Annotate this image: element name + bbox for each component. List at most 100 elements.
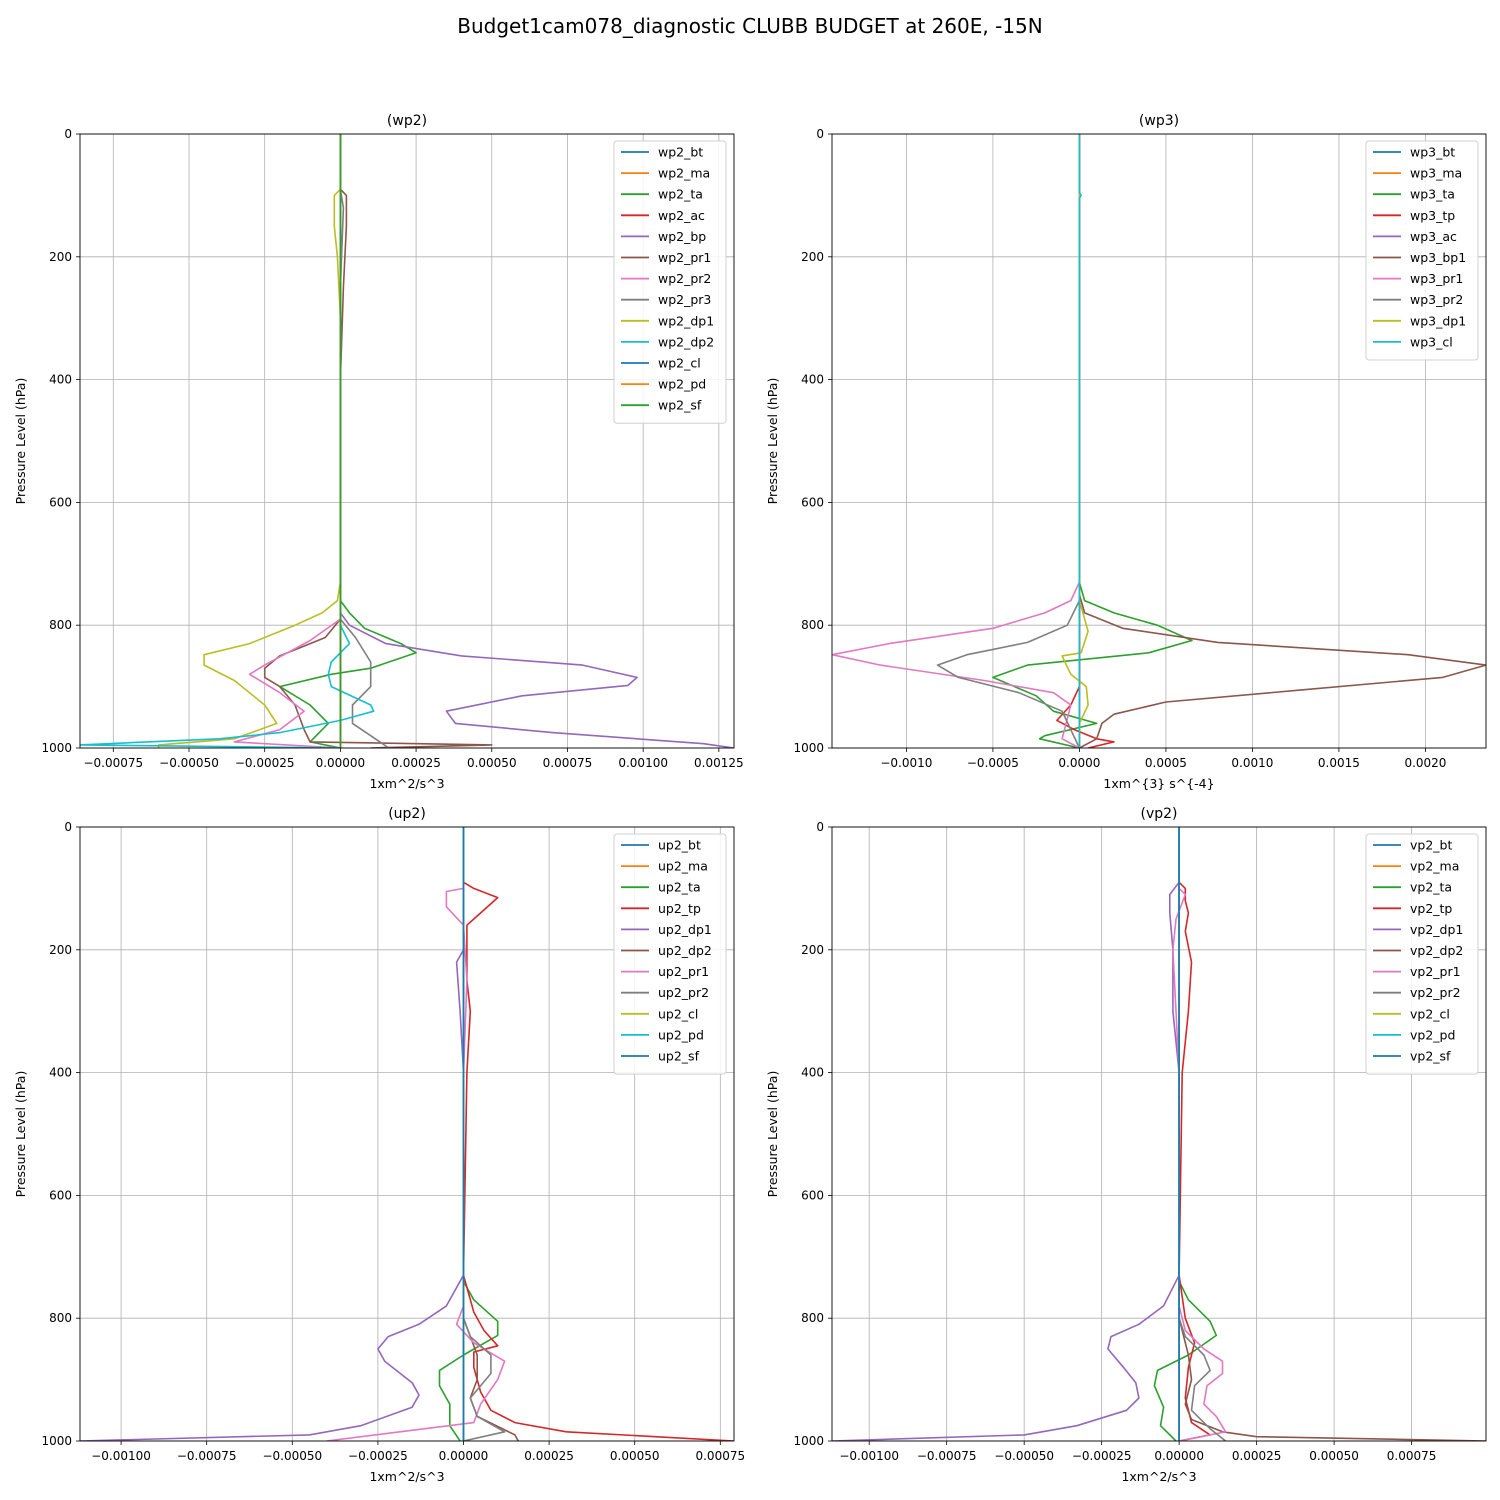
y-tick-label: 400 [801,373,824,387]
x-tick-label: −0.00075 [177,1449,237,1463]
series-line-wp3_cl [1078,134,1082,748]
legend-label: wp3_cl [1410,334,1453,349]
legend-label: vp2_pr2 [1410,985,1461,1000]
panel-title: (wp3) [1139,113,1179,129]
series-line-up2_pr2 [462,827,506,1441]
x-tick-label: 0.00100 [618,756,668,770]
x-tick-label: 0.00050 [1309,1449,1359,1463]
legend-box [613,140,727,424]
y-tick-label: 0 [64,820,72,834]
x-tick-label: 0.0020 [1404,756,1446,770]
x-tick-label: −0.0005 [967,756,1019,770]
series-line-wp2_pr2 [233,134,342,748]
x-tick-label: −0.0010 [880,756,932,770]
x-tick-label: 0.00125 [694,756,744,770]
legend-box [1365,140,1479,361]
legend-label: wp2_pr3 [658,292,711,307]
x-tick-label: 0.00075 [1387,1449,1437,1463]
legend-label: wp3_tp [1410,208,1455,223]
series-group [80,827,734,1441]
legend-label: up2_dp1 [658,922,712,937]
x-tick-label: 0.00025 [524,1449,574,1463]
y-tick-label: 200 [801,943,824,957]
legend-label: up2_ta [658,880,701,895]
series-line-up2_dp1 [80,827,465,1441]
x-tick-label: 0.00050 [467,756,517,770]
series-line-up2_tp [462,827,734,1441]
x-axis-label: 1xm^2/s^3 [369,1469,444,1484]
x-tick-label: 0.00025 [1232,1449,1282,1463]
legend-label: up2_pr2 [658,985,709,1000]
legend-label: wp2_pr1 [658,250,711,265]
y-tick-label: 400 [49,1066,72,1080]
legend-label: up2_ma [658,859,708,874]
y-tick-label: 200 [49,250,72,264]
x-tick-label: −0.00025 [235,756,295,770]
legend-label: wp2_pr2 [658,271,711,286]
figure-title: Budget1cam078_diagnostic CLUBB BUDGET at… [457,14,1043,38]
legend-label: wp3_bt [1410,145,1455,160]
x-tick-label: −0.00025 [1072,1449,1132,1463]
x-tick-label: −0.00050 [159,756,219,770]
x-axis-label: 1xm^{3} s^{-4} [1103,776,1214,791]
series-line-wp3_dp1 [1061,134,1089,748]
y-tick-label: 1000 [41,1434,72,1448]
panel-title: (vp2) [1140,806,1177,822]
x-tick-label: 0.00075 [695,1449,745,1463]
legend-label: wp3_ta [1410,187,1455,202]
legend-label: up2_dp2 [658,943,712,958]
y-tick-label: 800 [801,618,824,632]
y-tick-label: 400 [801,1066,824,1080]
series-line-up2_pr1 [326,827,506,1441]
y-tick-label: 0 [816,127,824,141]
legend-label: wp3_ac [1410,229,1457,244]
axes-frame [831,826,1487,1442]
y-tick-label: 400 [49,373,72,387]
legend-label: vp2_bt [1410,838,1452,853]
legend-label: up2_pd [658,1027,704,1042]
series-line-wp2_dp1 [157,134,342,748]
legend-label: up2_bt [658,838,701,853]
x-tick-label: 0.00025 [391,756,441,770]
series-line-wp3_pr1 [832,134,1081,748]
legend-label: wp2_sf [658,398,702,413]
legend-label: vp2_cl [1410,1006,1450,1021]
legend-label: wp3_ma [1410,166,1462,181]
legend-label: wp2_ma [658,166,710,181]
x-tick-label: −0.00075 [917,1449,977,1463]
series-group [832,134,1486,748]
x-tick-label: −0.00075 [83,756,143,770]
panel-title: (wp2) [387,113,427,129]
series-line-wp2_ta [279,134,417,748]
legend-label: wp2_dp1 [658,313,714,328]
y-tick-label: 600 [801,1188,824,1202]
y-tick-label: 600 [49,1188,72,1202]
series-line-vp2_ta [1153,827,1218,1441]
legend-label: up2_tp [658,901,701,916]
series-line-vp2_dp2 [1178,827,1486,1441]
y-tick-label: 1000 [793,1434,824,1448]
legend-label: vp2_ta [1410,880,1452,895]
y-axis-label: Pressure Level (hPa) [13,1071,28,1198]
series-group [80,134,734,748]
legend-label: vp2_dp1 [1410,922,1463,937]
legend-label: vp2_ma [1410,859,1459,874]
series-line-wp2_bp [339,134,734,748]
y-axis-label: Pressure Level (hPa) [765,1071,780,1198]
series-line-wp2_dp2 [80,134,375,748]
legend-label: wp3_pr2 [1410,292,1463,307]
legend-label: wp2_ta [658,187,703,202]
series-line-wp3_ta [992,134,1193,748]
y-tick-label: 0 [64,127,72,141]
legend-label: vp2_dp2 [1410,943,1463,958]
legend-label: wp2_bp [658,229,706,244]
x-tick-label: 0.00075 [543,756,593,770]
x-tick-label: −0.00100 [839,1449,899,1463]
x-tick-label: 0.0010 [1231,756,1273,770]
legend-label: wp2_pd [658,377,706,392]
x-tick-label: −0.00100 [91,1449,151,1463]
legend-label: up2_pr1 [658,964,709,979]
y-tick-label: 600 [801,495,824,509]
series-line-wp3_pr2 [936,134,1081,748]
